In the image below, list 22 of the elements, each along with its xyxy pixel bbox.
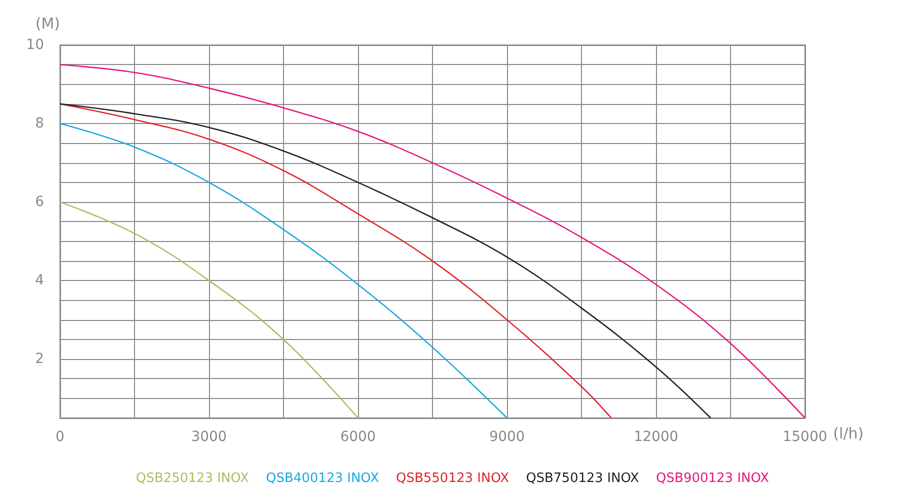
y-tick-label: 10 xyxy=(26,37,44,53)
y-tick-label: 4 xyxy=(35,272,44,289)
text: QSB250123 INOX xyxy=(136,471,250,486)
line-series xyxy=(59,201,359,419)
text: QSB750123 INOX xyxy=(526,471,640,486)
y-axis-title: (M) xyxy=(35,14,60,32)
line-series xyxy=(59,103,712,419)
y-tick-label: 6 xyxy=(35,194,44,210)
x-tick-label: 15000 xyxy=(782,429,828,445)
y-tick-label: 8 xyxy=(35,116,44,132)
y-tick-label: 2 xyxy=(35,351,44,368)
text: QSB400123 INOX xyxy=(266,471,380,486)
line-series xyxy=(59,122,508,419)
text: QSB550123 INOX xyxy=(396,471,510,486)
x-axis-title: (l/h) xyxy=(833,424,864,442)
x-tick-label: 12000 xyxy=(634,429,678,445)
x-tick-label: 0 xyxy=(56,429,64,445)
x-tick-label: 6000 xyxy=(340,429,376,445)
x-tick-label: 9000 xyxy=(489,429,525,445)
line-series xyxy=(59,103,612,419)
text: QSB900123 INOX xyxy=(656,471,770,486)
x-tick-label: 3000 xyxy=(191,429,227,445)
